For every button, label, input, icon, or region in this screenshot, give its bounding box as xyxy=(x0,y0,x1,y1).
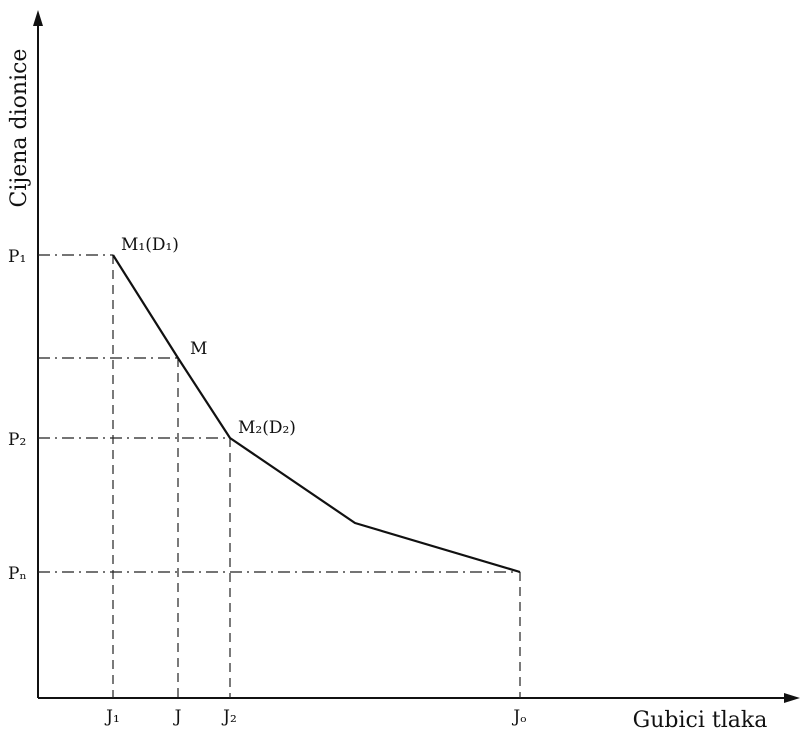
point-label-m: M xyxy=(190,339,207,359)
point-label-m2: M₂(D₂) xyxy=(238,418,296,438)
x-tick-j1: J₁ xyxy=(104,707,120,727)
x-axis-arrow xyxy=(784,693,800,703)
point-label-m1: M₁(D₁) xyxy=(121,235,179,255)
x-axis-title: Gubici tlaka xyxy=(633,708,768,730)
y-axis-title: Cijena dionice xyxy=(7,49,32,208)
x-tick-j: J xyxy=(173,707,182,727)
x-tick-jo: Jₒ xyxy=(511,707,526,727)
x-tick-j2: J₂ xyxy=(221,707,237,727)
y-tick-p2: P₂ xyxy=(8,430,26,450)
y-tick-p1: P₁ xyxy=(8,247,26,267)
cost-curve xyxy=(113,255,520,572)
y-tick-pn: Pₙ xyxy=(8,564,27,584)
y-axis-arrow xyxy=(33,10,43,26)
